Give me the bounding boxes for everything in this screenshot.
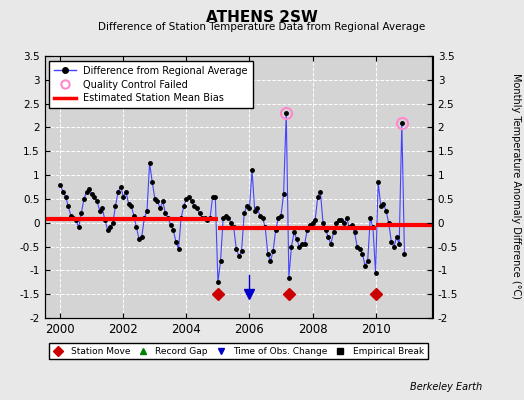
Text: Monthly Temperature Anomaly Difference (°C): Monthly Temperature Anomaly Difference (…	[511, 73, 521, 299]
Text: Difference of Station Temperature Data from Regional Average: Difference of Station Temperature Data f…	[99, 22, 425, 32]
Legend: Station Move, Record Gap, Time of Obs. Change, Empirical Break: Station Move, Record Gap, Time of Obs. C…	[49, 343, 428, 359]
Text: Berkeley Earth: Berkeley Earth	[410, 382, 482, 392]
Text: ATHENS 2SW: ATHENS 2SW	[206, 10, 318, 25]
